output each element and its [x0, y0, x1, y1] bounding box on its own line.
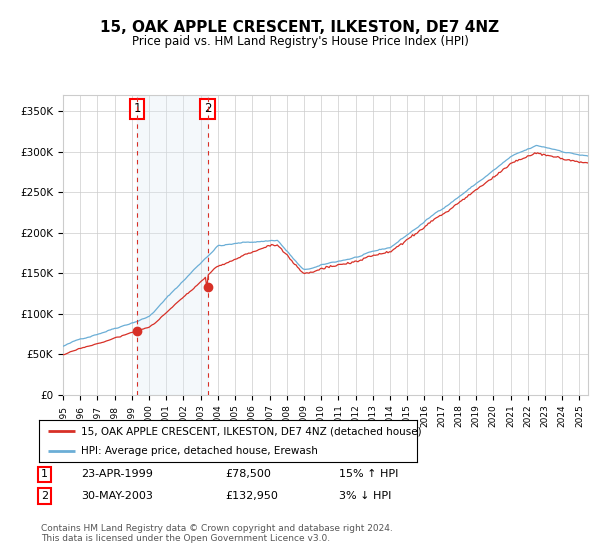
Text: 15, OAK APPLE CRESCENT, ILKESTON, DE7 4NZ: 15, OAK APPLE CRESCENT, ILKESTON, DE7 4N…: [100, 20, 500, 35]
Text: 15% ↑ HPI: 15% ↑ HPI: [339, 469, 398, 479]
Text: £78,500: £78,500: [225, 469, 271, 479]
Text: 1: 1: [133, 102, 141, 115]
Text: 15, OAK APPLE CRESCENT, ILKESTON, DE7 4NZ (detached house): 15, OAK APPLE CRESCENT, ILKESTON, DE7 4N…: [80, 426, 421, 436]
Text: 3% ↓ HPI: 3% ↓ HPI: [339, 491, 391, 501]
Text: 30-MAY-2003: 30-MAY-2003: [81, 491, 153, 501]
Text: 2: 2: [41, 491, 48, 501]
Text: 2: 2: [204, 102, 212, 115]
Text: Contains HM Land Registry data © Crown copyright and database right 2024.
This d: Contains HM Land Registry data © Crown c…: [41, 524, 392, 543]
Text: £132,950: £132,950: [225, 491, 278, 501]
Text: 1: 1: [41, 469, 48, 479]
Text: 23-APR-1999: 23-APR-1999: [81, 469, 153, 479]
Text: Price paid vs. HM Land Registry's House Price Index (HPI): Price paid vs. HM Land Registry's House …: [131, 35, 469, 48]
Bar: [137, 95, 208, 395]
Text: HPI: Average price, detached house, Erewash: HPI: Average price, detached house, Erew…: [80, 446, 317, 456]
